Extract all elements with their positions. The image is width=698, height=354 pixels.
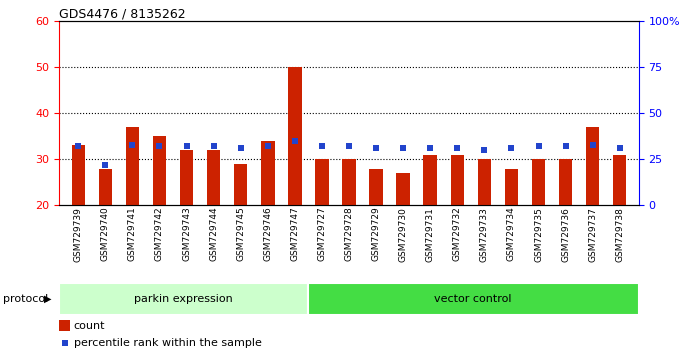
Bar (477, 159, 491, 205)
Bar (559, 159, 572, 205)
Bar (98, 169, 112, 205)
Bar (424, 155, 437, 205)
Bar (369, 169, 383, 205)
Bar (261, 141, 274, 205)
Text: protocol: protocol (3, 294, 49, 304)
Text: vector control: vector control (434, 294, 512, 304)
Bar (342, 159, 356, 205)
Bar (288, 67, 302, 205)
Bar (396, 173, 410, 205)
Bar (153, 136, 166, 205)
Bar (505, 169, 518, 205)
Bar (126, 127, 139, 205)
Text: ▶: ▶ (44, 294, 52, 304)
Bar (207, 150, 221, 205)
Bar (59, 320, 70, 331)
Bar (532, 159, 545, 205)
Text: count: count (74, 321, 105, 331)
Bar (180, 150, 193, 205)
Bar (315, 159, 329, 205)
Text: parkin expression: parkin expression (134, 294, 233, 304)
Bar (234, 164, 248, 205)
Bar (71, 145, 85, 205)
Text: percentile rank within the sample: percentile rank within the sample (74, 338, 262, 348)
Bar (59, 283, 308, 315)
Bar (586, 127, 600, 205)
Bar (613, 155, 627, 205)
Bar (450, 155, 464, 205)
Text: GDS4476 / 8135262: GDS4476 / 8135262 (59, 7, 186, 20)
Bar (308, 283, 639, 315)
